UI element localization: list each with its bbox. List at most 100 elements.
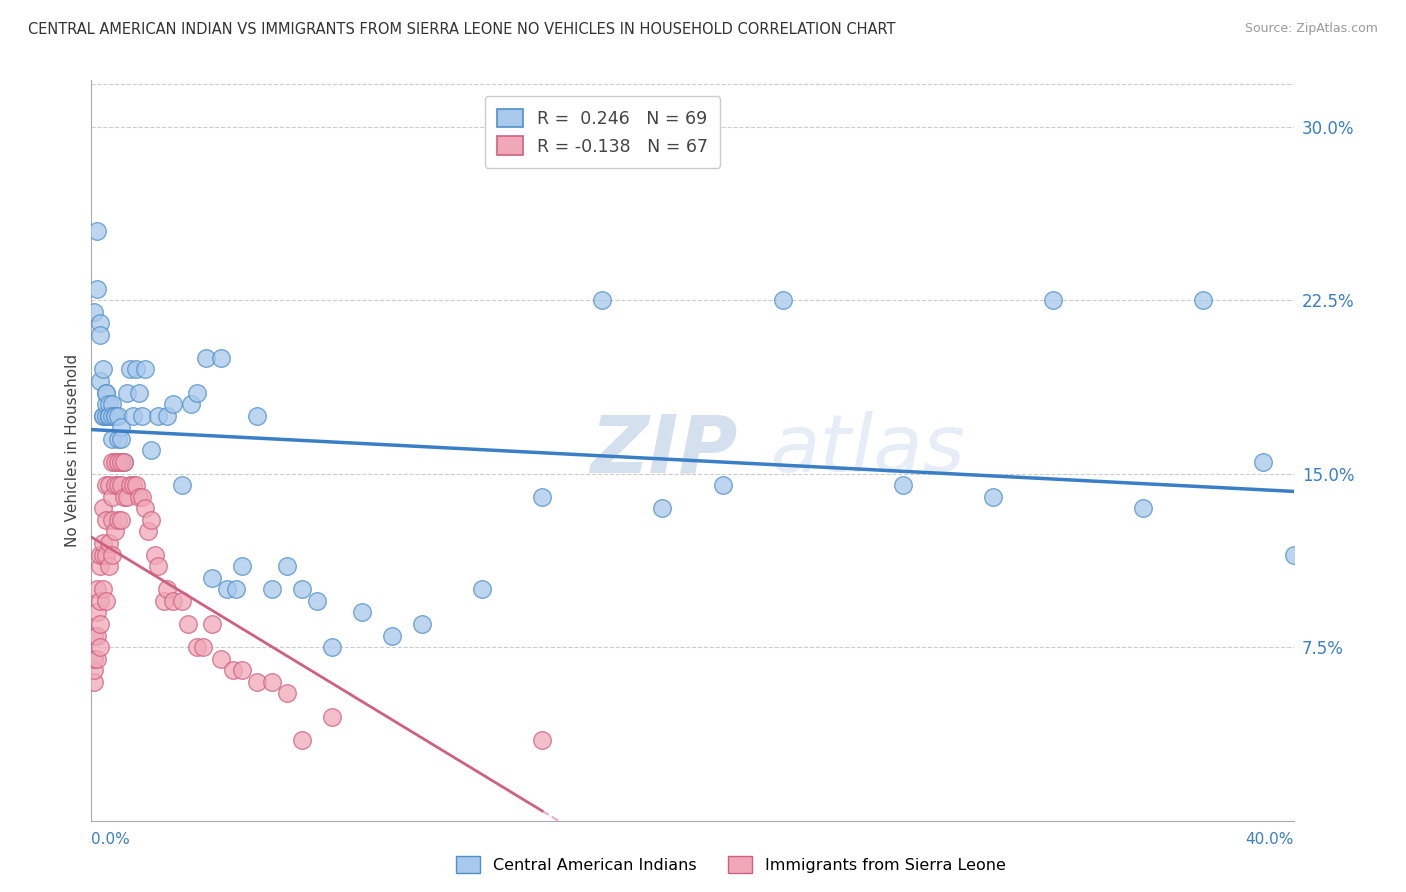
- Point: [89, 640, 111, 654]
- Point: [101, 409, 124, 423]
- Point: [110, 432, 132, 446]
- Point: [260, 674, 283, 689]
- Point: [101, 548, 124, 562]
- Point: [98, 559, 121, 574]
- Point: [191, 640, 214, 654]
- Text: atlas: atlas: [770, 411, 966, 490]
- Point: [93, 501, 115, 516]
- Point: [98, 478, 121, 492]
- Point: [93, 536, 115, 550]
- Point: [186, 640, 208, 654]
- Point: [86, 582, 108, 597]
- Point: [981, 490, 1004, 504]
- Point: [155, 409, 177, 423]
- Point: [86, 281, 108, 295]
- Point: [101, 455, 124, 469]
- Point: [194, 351, 217, 365]
- Point: [531, 490, 554, 504]
- Point: [96, 513, 118, 527]
- Point: [131, 409, 153, 423]
- Point: [162, 397, 184, 411]
- Point: [86, 606, 108, 620]
- Point: [176, 617, 198, 632]
- Point: [215, 582, 238, 597]
- Point: [170, 478, 193, 492]
- Point: [96, 478, 118, 492]
- Point: [125, 478, 148, 492]
- Point: [110, 420, 132, 434]
- Point: [93, 548, 115, 562]
- Point: [146, 409, 169, 423]
- Point: [1282, 548, 1305, 562]
- Text: 0.0%: 0.0%: [91, 832, 131, 847]
- Point: [231, 559, 253, 574]
- Point: [114, 455, 136, 469]
- Point: [381, 628, 404, 642]
- Point: [101, 397, 124, 411]
- Point: [96, 594, 118, 608]
- Point: [225, 582, 247, 597]
- Point: [122, 478, 145, 492]
- Point: [107, 478, 129, 492]
- Point: [321, 709, 343, 723]
- Point: [89, 559, 111, 574]
- Point: [107, 409, 129, 423]
- Point: [93, 362, 115, 376]
- Point: [350, 606, 373, 620]
- Point: [98, 409, 121, 423]
- Point: [89, 327, 111, 342]
- Point: [162, 594, 184, 608]
- Point: [104, 524, 127, 539]
- Point: [1192, 293, 1215, 307]
- Point: [891, 478, 914, 492]
- Point: [89, 316, 111, 330]
- Point: [83, 674, 105, 689]
- Point: [89, 617, 111, 632]
- Point: [134, 501, 156, 516]
- Point: [93, 582, 115, 597]
- Point: [120, 362, 142, 376]
- Point: [141, 513, 163, 527]
- Point: [93, 409, 115, 423]
- Point: [231, 663, 253, 677]
- Point: [170, 594, 193, 608]
- Text: CENTRAL AMERICAN INDIAN VS IMMIGRANTS FROM SIERRA LEONE NO VEHICLES IN HOUSEHOLD: CENTRAL AMERICAN INDIAN VS IMMIGRANTS FR…: [28, 22, 896, 37]
- Point: [107, 513, 129, 527]
- Point: [1042, 293, 1064, 307]
- Point: [411, 617, 433, 632]
- Point: [591, 293, 613, 307]
- Legend: R =  0.246   N = 69, R = -0.138   N = 67: R = 0.246 N = 69, R = -0.138 N = 67: [485, 96, 720, 168]
- Point: [98, 409, 121, 423]
- Point: [209, 351, 232, 365]
- Point: [146, 559, 169, 574]
- Point: [98, 536, 121, 550]
- Point: [122, 409, 145, 423]
- Point: [110, 478, 132, 492]
- Point: [246, 409, 269, 423]
- Point: [93, 409, 115, 423]
- Point: [138, 524, 160, 539]
- Point: [180, 397, 202, 411]
- Point: [89, 374, 111, 388]
- Point: [101, 513, 124, 527]
- Point: [134, 362, 156, 376]
- Point: [201, 617, 224, 632]
- Text: 40.0%: 40.0%: [1246, 832, 1294, 847]
- Point: [276, 559, 298, 574]
- Point: [125, 362, 148, 376]
- Point: [291, 582, 314, 597]
- Point: [104, 409, 127, 423]
- Point: [117, 385, 139, 400]
- Point: [83, 628, 105, 642]
- Text: ZIP: ZIP: [591, 411, 738, 490]
- Point: [155, 582, 177, 597]
- Point: [221, 663, 243, 677]
- Point: [143, 548, 166, 562]
- Point: [201, 571, 224, 585]
- Point: [96, 397, 118, 411]
- Point: [141, 443, 163, 458]
- Point: [305, 594, 328, 608]
- Point: [98, 409, 121, 423]
- Point: [101, 432, 124, 446]
- Point: [711, 478, 734, 492]
